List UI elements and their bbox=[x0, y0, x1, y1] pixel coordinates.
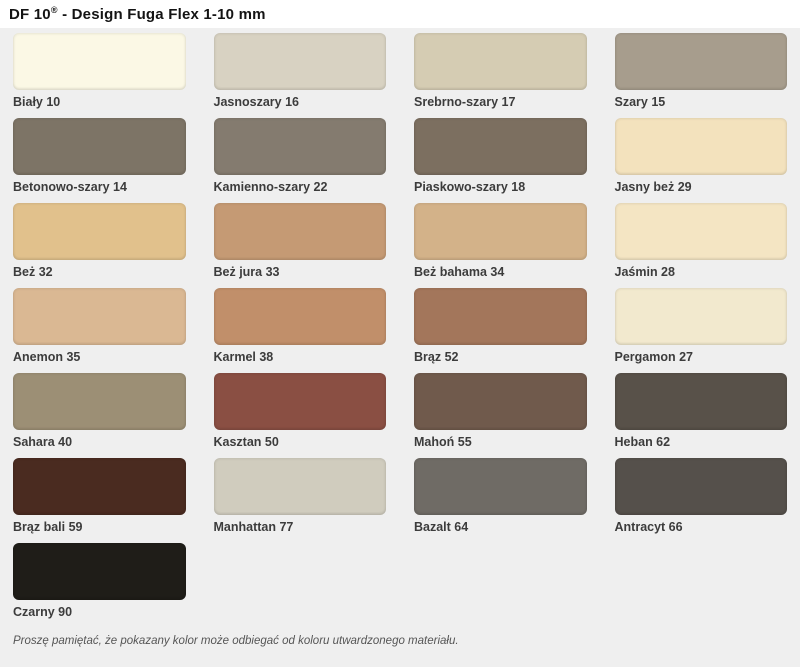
swatch-label: Jasny beż 29 bbox=[614, 180, 692, 194]
swatch-label: Beż 32 bbox=[13, 265, 53, 279]
swatch-label: Mahoń 55 bbox=[414, 435, 472, 449]
color-swatch bbox=[414, 288, 587, 345]
swatch-label: Szary 15 bbox=[614, 95, 666, 109]
swatch-label: Beż bahama 34 bbox=[414, 265, 505, 279]
color-swatch bbox=[13, 118, 186, 175]
color-palette-section: Biały 10 Jasnoszary 16 Srebrno-szary 17 … bbox=[0, 28, 800, 667]
color-swatch bbox=[414, 458, 587, 515]
color-swatch bbox=[614, 373, 787, 430]
swatch-cell: Manhattan 77 bbox=[213, 458, 386, 534]
swatch-label: Manhattan 77 bbox=[213, 520, 294, 534]
swatch-cell: Biały 10 bbox=[13, 33, 186, 109]
swatch-label: Srebrno-szary 17 bbox=[414, 95, 516, 109]
swatch-grid: Biały 10 Jasnoszary 16 Srebrno-szary 17 … bbox=[13, 33, 787, 619]
swatch-label: Czarny 90 bbox=[13, 605, 73, 619]
swatch-cell: Jasnoszary 16 bbox=[213, 33, 386, 109]
swatch-label: Jasnoszary 16 bbox=[213, 95, 299, 109]
swatch-cell: Anemon 35 bbox=[13, 288, 186, 364]
swatch-label: Karmel 38 bbox=[213, 350, 274, 364]
swatch-label: Anemon 35 bbox=[13, 350, 81, 364]
swatch-label: Pergamon 27 bbox=[614, 350, 694, 364]
swatch-cell: Szary 15 bbox=[614, 33, 787, 109]
color-swatch bbox=[213, 118, 386, 175]
swatch-cell: Pergamon 27 bbox=[614, 288, 787, 364]
color-swatch bbox=[13, 33, 186, 90]
color-swatch bbox=[13, 458, 186, 515]
title-suffix: - Design Fuga Flex 1-10 mm bbox=[57, 6, 266, 23]
swatch-label: Kasztan 50 bbox=[213, 435, 279, 449]
swatch-cell: Piaskowo-szary 18 bbox=[414, 118, 587, 194]
color-swatch bbox=[13, 373, 186, 430]
color-swatch bbox=[213, 203, 386, 260]
registered-trademark-symbol: ® bbox=[50, 5, 58, 15]
swatch-cell: Antracyt 66 bbox=[614, 458, 787, 534]
swatch-label: Jaśmin 28 bbox=[614, 265, 675, 279]
swatch-cell: Jasny beż 29 bbox=[614, 118, 787, 194]
swatch-cell: Brąz 52 bbox=[414, 288, 587, 364]
swatch-label: Biały 10 bbox=[13, 95, 61, 109]
color-swatch bbox=[614, 118, 787, 175]
swatch-label: Antracyt 66 bbox=[614, 520, 683, 534]
swatch-cell: Kamienno-szary 22 bbox=[213, 118, 386, 194]
swatch-label: Piaskowo-szary 18 bbox=[414, 180, 526, 194]
color-swatch bbox=[13, 203, 186, 260]
color-swatch bbox=[614, 288, 787, 345]
color-swatch bbox=[13, 288, 186, 345]
swatch-cell: Sahara 40 bbox=[13, 373, 186, 449]
swatch-label: Bazalt 64 bbox=[414, 520, 469, 534]
swatch-label: Beż jura 33 bbox=[213, 265, 280, 279]
swatch-cell: Karmel 38 bbox=[213, 288, 386, 364]
color-swatch bbox=[414, 118, 587, 175]
swatch-label: Heban 62 bbox=[614, 435, 671, 449]
swatch-cell: Bazalt 64 bbox=[414, 458, 587, 534]
swatch-label: Brąz bali 59 bbox=[13, 520, 83, 534]
swatch-label: Sahara 40 bbox=[13, 435, 73, 449]
swatch-cell: Brąz bali 59 bbox=[13, 458, 186, 534]
swatch-cell: Heban 62 bbox=[614, 373, 787, 449]
title-product: DF 10 bbox=[9, 6, 51, 23]
swatch-label: Betonowo-szary 14 bbox=[13, 180, 127, 194]
swatch-cell: Beż bahama 34 bbox=[414, 203, 587, 279]
color-swatch bbox=[213, 288, 386, 345]
swatch-cell: Jaśmin 28 bbox=[614, 203, 787, 279]
swatch-cell: Kasztan 50 bbox=[213, 373, 386, 449]
color-swatch bbox=[213, 33, 386, 90]
color-swatch bbox=[414, 203, 587, 260]
color-swatch bbox=[614, 458, 787, 515]
color-swatch bbox=[614, 203, 787, 260]
swatch-label: Brąz 52 bbox=[414, 350, 459, 364]
swatch-cell: Czarny 90 bbox=[13, 543, 186, 619]
footer-note: Proszę pamiętać, że pokazany kolor może … bbox=[13, 635, 459, 647]
swatch-cell: Beż jura 33 bbox=[213, 203, 386, 279]
swatch-cell: Srebrno-szary 17 bbox=[414, 33, 587, 109]
color-swatch bbox=[414, 33, 587, 90]
swatch-cell: Betonowo-szary 14 bbox=[13, 118, 186, 194]
swatch-cell: Beż 32 bbox=[13, 203, 186, 279]
color-swatch bbox=[13, 543, 186, 600]
color-swatch bbox=[414, 373, 587, 430]
color-swatch bbox=[213, 458, 386, 515]
swatch-cell: Mahoń 55 bbox=[414, 373, 587, 449]
page-title: DF 10® - Design Fuga Flex 1-10 mm bbox=[9, 5, 791, 24]
color-swatch bbox=[614, 33, 787, 90]
page-header: DF 10® - Design Fuga Flex 1-10 mm bbox=[0, 0, 800, 28]
color-swatch bbox=[213, 373, 386, 430]
swatch-label: Kamienno-szary 22 bbox=[213, 180, 328, 194]
